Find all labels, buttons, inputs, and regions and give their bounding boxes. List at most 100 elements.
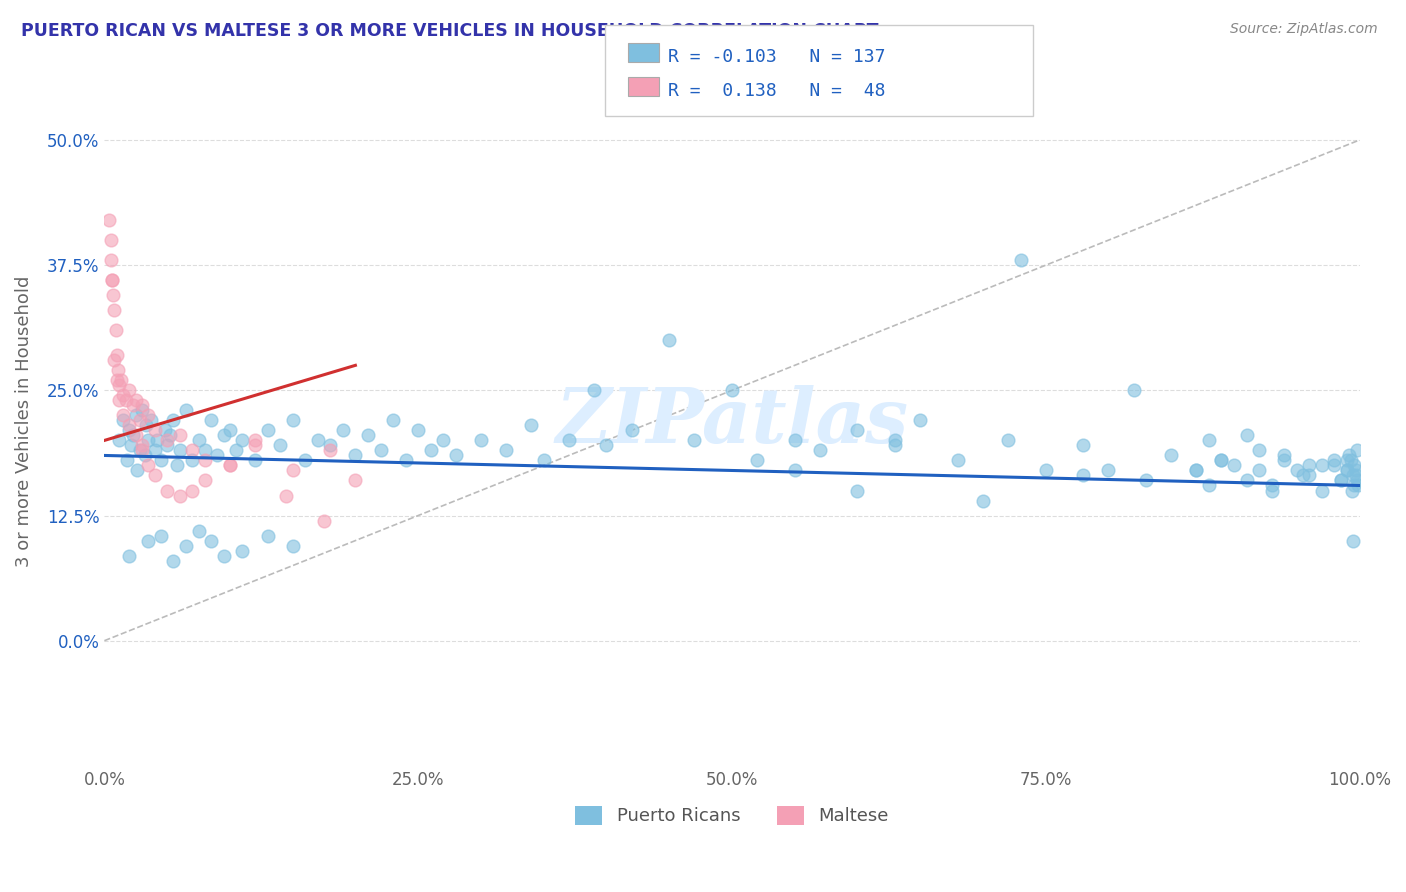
Point	[357, 428, 380, 442]
Point	[174, 403, 197, 417]
Point	[1330, 474, 1353, 488]
Point	[146, 434, 169, 448]
Point	[136, 458, 159, 473]
Point	[783, 463, 806, 477]
Point	[1211, 453, 1233, 467]
Point	[683, 434, 706, 448]
Point	[444, 449, 467, 463]
Point	[100, 253, 122, 268]
Point	[118, 549, 141, 563]
Point	[101, 273, 124, 287]
Point	[595, 438, 617, 452]
Point	[149, 453, 172, 467]
Point	[131, 438, 153, 452]
Point	[533, 453, 555, 467]
Point	[394, 453, 416, 467]
Point	[181, 443, 204, 458]
Point	[319, 438, 342, 452]
Point	[125, 393, 148, 408]
Point	[181, 453, 204, 467]
Point	[131, 398, 153, 412]
Point	[269, 438, 291, 452]
Point	[181, 483, 204, 498]
Point	[143, 443, 166, 458]
Point	[1185, 463, 1208, 477]
Point	[1135, 474, 1157, 488]
Point	[1010, 253, 1032, 268]
Point	[884, 434, 907, 448]
Point	[419, 443, 441, 458]
Point	[1223, 458, 1246, 473]
Point	[105, 373, 128, 387]
Point	[470, 434, 492, 448]
Point	[108, 393, 131, 408]
Point	[162, 553, 184, 567]
Point	[115, 453, 138, 467]
Point	[582, 384, 605, 398]
Point	[1310, 483, 1333, 498]
Point	[1346, 443, 1368, 458]
Point	[382, 413, 405, 427]
Point	[884, 438, 907, 452]
Point	[101, 273, 124, 287]
Text: R = -0.103   N = 137: R = -0.103 N = 137	[668, 48, 886, 66]
Point	[783, 434, 806, 448]
Point	[294, 453, 316, 467]
Point	[125, 463, 148, 477]
Point	[1344, 468, 1367, 483]
Text: Source: ZipAtlas.com: Source: ZipAtlas.com	[1230, 22, 1378, 37]
Point	[1260, 483, 1282, 498]
Point	[846, 424, 869, 438]
Point	[166, 458, 188, 473]
Point	[118, 418, 141, 433]
Point	[1341, 468, 1364, 483]
Point	[1344, 463, 1367, 477]
Point	[128, 443, 150, 458]
Point	[153, 424, 176, 438]
Point	[112, 413, 135, 427]
Point	[114, 393, 136, 408]
Point	[1343, 458, 1365, 473]
Point	[1298, 458, 1320, 473]
Point	[312, 514, 335, 528]
Point	[281, 463, 304, 477]
Point	[1198, 478, 1220, 492]
Point	[1323, 453, 1346, 467]
Point	[100, 233, 122, 247]
Point	[406, 424, 429, 438]
Point	[344, 449, 367, 463]
Point	[972, 493, 994, 508]
Point	[1073, 438, 1095, 452]
Point	[808, 443, 831, 458]
Point	[131, 443, 153, 458]
Point	[118, 384, 141, 398]
Point	[156, 483, 179, 498]
Point	[169, 428, 191, 442]
Point	[243, 453, 266, 467]
Point	[1160, 449, 1182, 463]
Point	[143, 424, 166, 438]
Point	[1336, 463, 1358, 477]
Point	[1236, 474, 1258, 488]
Point	[112, 388, 135, 402]
Point	[558, 434, 581, 448]
Point	[212, 428, 235, 442]
Point	[125, 428, 148, 442]
Point	[104, 323, 127, 337]
Point	[128, 413, 150, 427]
Point	[207, 449, 229, 463]
Point	[1122, 384, 1144, 398]
Point	[194, 474, 217, 488]
Point	[136, 434, 159, 448]
Point	[131, 403, 153, 417]
Point	[1249, 443, 1271, 458]
Point	[219, 458, 242, 473]
Point	[122, 398, 145, 412]
Legend: Puerto Ricans, Maltese: Puerto Ricans, Maltese	[568, 798, 896, 832]
Point	[1249, 463, 1271, 477]
Point	[1236, 428, 1258, 442]
Point	[120, 438, 142, 452]
Point	[432, 434, 454, 448]
Point	[721, 384, 744, 398]
Point	[243, 434, 266, 448]
